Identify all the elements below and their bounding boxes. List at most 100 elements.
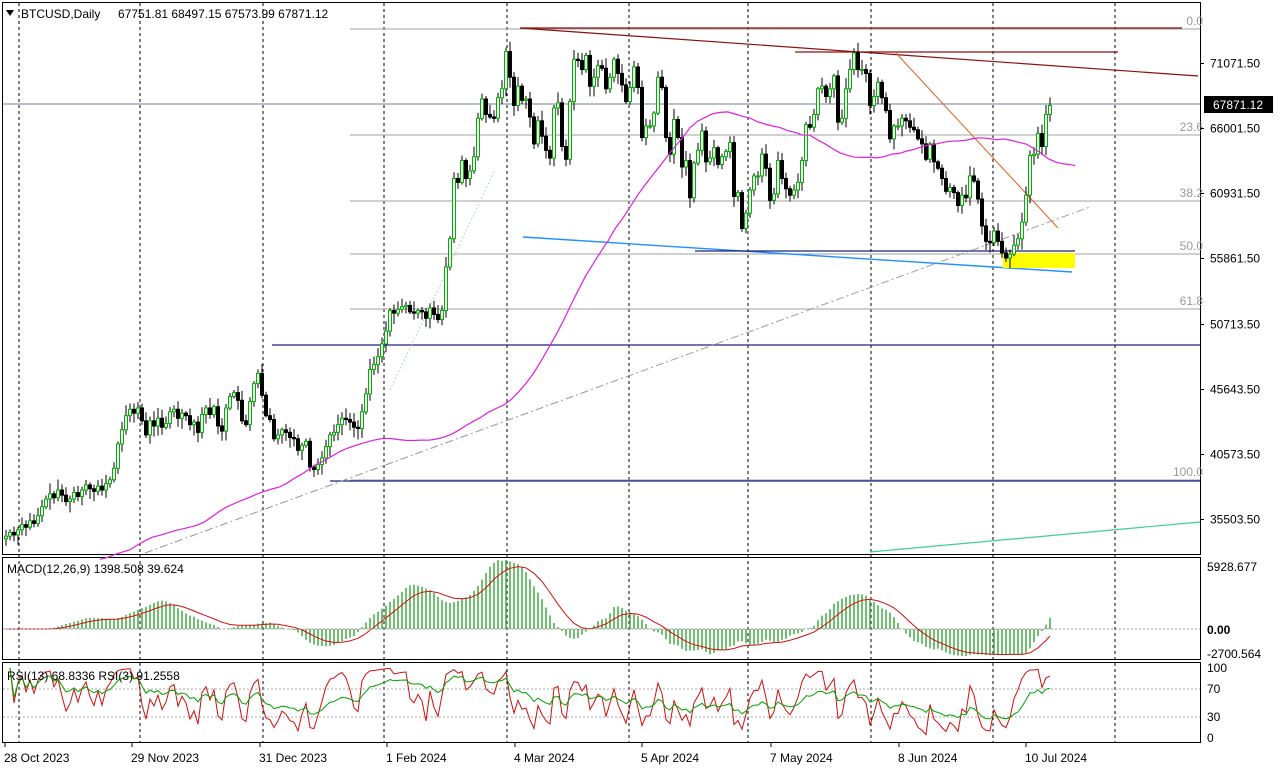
candle: [128, 403, 132, 423]
candle: [776, 151, 780, 199]
candle: [96, 480, 100, 496]
candle: [160, 409, 164, 435]
candle: [132, 403, 136, 423]
candle-body: [196, 421, 200, 433]
candle: [852, 48, 856, 75]
candle-body: [636, 66, 640, 88]
support-zone-highlight: [1003, 253, 1075, 268]
candle-body: [56, 489, 60, 499]
candle: [952, 184, 956, 199]
candle-body: [424, 311, 428, 319]
candle-body: [408, 304, 412, 313]
candle: [608, 73, 612, 93]
candle: [828, 82, 832, 104]
candle-body: [308, 440, 312, 468]
candle: [532, 112, 536, 149]
dropdown-triangle-icon[interactable]: [6, 10, 14, 16]
candle-body: [324, 445, 328, 459]
candle-body: [844, 88, 848, 119]
candle-body: [264, 394, 268, 417]
candle-body: [1048, 104, 1052, 115]
candle-body: [340, 417, 344, 426]
candle-body: [164, 422, 168, 428]
candle: [436, 305, 440, 324]
candle-body: [880, 81, 884, 99]
candle-body: [72, 492, 76, 500]
candle: [380, 337, 384, 363]
candle: [412, 301, 416, 320]
candle-body: [708, 157, 712, 163]
candle-body: [736, 192, 740, 197]
candle-body: [20, 524, 24, 531]
candle-body: [608, 76, 612, 90]
candle-body: [248, 401, 252, 426]
candle-body: [184, 412, 188, 417]
candle: [260, 364, 264, 399]
candle: [464, 158, 468, 188]
candle-body: [656, 76, 660, 114]
candle-body: [36, 515, 40, 524]
candle: [864, 64, 868, 83]
candle-body: [748, 189, 752, 214]
candle: [360, 404, 364, 438]
candle-body: [440, 310, 444, 321]
candle-body: [596, 65, 600, 78]
candle: [792, 184, 796, 200]
candle: [768, 163, 772, 209]
candle-body: [956, 192, 960, 206]
candle: [628, 81, 632, 105]
candle-body: [940, 167, 944, 180]
candle: [1040, 124, 1044, 156]
candle: [1008, 249, 1012, 269]
candle-body: [168, 411, 172, 424]
candle-body: [996, 230, 1000, 242]
candle-body: [680, 136, 684, 168]
candle: [244, 414, 248, 428]
fib-level-label: 38.2: [1180, 186, 1204, 200]
candle-body: [232, 392, 236, 397]
candle-body: [288, 431, 292, 438]
candle: [192, 419, 196, 436]
candle-body: [132, 408, 136, 414]
candle: [756, 171, 760, 186]
fib-level-label: 61.8: [1180, 294, 1204, 308]
candle-body: [752, 175, 756, 191]
candle: [996, 223, 1000, 246]
candle: [144, 412, 148, 439]
candle-body: [768, 167, 772, 201]
candle: [740, 189, 744, 232]
candle-body: [60, 489, 64, 496]
candle: [280, 427, 284, 444]
candle: [44, 495, 48, 510]
candle: [12, 526, 16, 542]
candle-body: [100, 485, 104, 491]
candle-body: [896, 125, 900, 128]
candle: [1024, 186, 1028, 226]
candle-body: [368, 369, 372, 395]
candle: [560, 97, 564, 152]
candle-body: [108, 479, 112, 485]
candle-body: [516, 85, 520, 106]
candle-body: [504, 51, 508, 90]
candle: [644, 118, 648, 146]
candle-body: [720, 156, 724, 165]
candle: [48, 483, 52, 510]
candle: [288, 427, 292, 448]
candle-body: [848, 69, 852, 90]
macd-tick-label: -2700.564: [1207, 647, 1261, 661]
candle: [316, 458, 320, 475]
candle-body: [520, 85, 524, 101]
candle: [688, 153, 692, 208]
price-tick-label: 35503.50: [1210, 513, 1260, 527]
candle-body: [456, 178, 460, 183]
candle-body: [292, 436, 296, 440]
candle-body: [12, 531, 16, 536]
candle-body: [884, 97, 888, 112]
time-tick-label: 10 Jul 2024: [1025, 751, 1087, 765]
price-tick-label: 40573.50: [1210, 448, 1260, 462]
candle: [692, 161, 696, 203]
candle: [888, 103, 892, 143]
candle: [16, 527, 20, 545]
candle: [516, 77, 520, 112]
